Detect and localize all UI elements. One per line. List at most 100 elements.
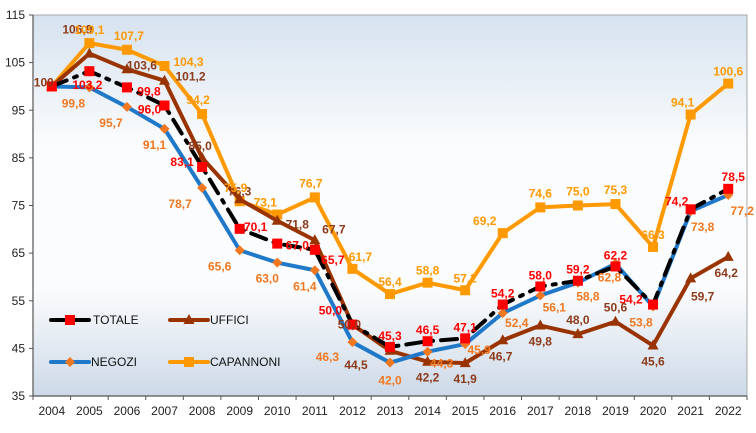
data-point-capannoni	[385, 289, 395, 300]
data-label-totale: 62,2	[604, 248, 628, 262]
data-point-capannoni	[159, 60, 170, 71]
data-point-totale	[497, 299, 508, 310]
data-label-uffici: 85,0	[188, 139, 212, 153]
data-label-negozi: 95,7	[99, 116, 123, 130]
data-label-uffici: 100	[34, 75, 54, 89]
data-label-negozi: 73,8	[691, 220, 715, 234]
series-capannoni	[46, 38, 734, 300]
data-point-uffici	[647, 339, 659, 350]
data-point-uffici	[685, 272, 697, 283]
data-point-totale	[385, 341, 395, 352]
data-label-uffici: 46,7	[489, 349, 513, 363]
legend-marker-capannoni	[184, 357, 194, 367]
data-label-negozi: 62,8	[598, 271, 622, 285]
data-point-totale	[535, 281, 546, 292]
data-label-totale: 96,0	[138, 102, 162, 116]
data-point-totale	[610, 261, 621, 272]
data-label-uffici: 45,6	[641, 355, 665, 369]
legend: TOTALE UFFICI NEGOZI CAPANNONI	[49, 313, 280, 369]
x-tick-label: 2014	[414, 404, 441, 418]
x-tick-label: 2007	[151, 404, 178, 418]
y-tick-label: 55	[12, 294, 26, 308]
legend-label-negozi: NEGOZI	[91, 355, 137, 369]
data-label-capannoni: 66,3	[641, 228, 665, 242]
y-tick-label: 35	[12, 389, 26, 403]
data-point-negozi	[535, 290, 546, 301]
x-tick-label: 2012	[339, 404, 366, 418]
data-label-uffici: 64,2	[715, 266, 739, 280]
data-label-negozi: 45,9	[467, 343, 491, 357]
data-label-capannoni: 75,9	[224, 181, 248, 195]
data-point-negozi	[159, 123, 170, 134]
data-point-uffici	[459, 357, 471, 368]
data-point-uffici	[534, 319, 546, 330]
data-label-negozi: 52,4	[505, 316, 529, 330]
data-label-totale: 58,0	[529, 268, 553, 282]
data-label-negozi: 63,0	[256, 272, 280, 286]
data-label-totale: 45,3	[378, 329, 402, 343]
data-label-totale: 59,2	[566, 263, 590, 277]
x-tick-label: 2015	[452, 404, 479, 418]
data-point-negozi	[197, 182, 208, 193]
data-point-capannoni	[723, 78, 734, 89]
data-label-capannoni: 74,6	[529, 186, 553, 200]
data-label-uffici: 41,9	[453, 372, 477, 386]
data-label-negozi: 46,3	[316, 350, 340, 364]
data-point-capannoni	[309, 192, 320, 203]
y-tick-label: 75	[12, 199, 26, 213]
data-label-capannoni: 75,3	[604, 183, 628, 197]
legend-marker-negozi	[65, 357, 75, 367]
data-label-totale: 65,7	[321, 253, 345, 267]
data-point-negozi	[309, 265, 320, 276]
data-point-totale	[272, 238, 283, 249]
x-tick-label: 2019	[602, 404, 629, 418]
legend-item-capannoni: CAPANNONI	[168, 355, 280, 369]
data-label-negozi: 77,2	[731, 204, 755, 218]
legend-marker-totale	[65, 315, 75, 325]
data-point-negozi	[347, 337, 358, 348]
axes: 35 45 55 65 75 85 95 105 115 2004 2005 2006 2007 2008…	[5, 8, 748, 418]
data-label-totale: 103,2	[72, 78, 102, 92]
data-point-capannoni	[572, 200, 583, 211]
data-point-negozi	[121, 101, 132, 112]
data-label-uffici: 101,2	[176, 70, 206, 84]
data-label-capannoni: 94,2	[186, 93, 210, 107]
data-label-capannoni: 69,2	[473, 214, 497, 228]
data-label-totale: 70,1	[244, 220, 268, 234]
data-label-uffici: 106,9	[62, 23, 92, 37]
data-label-totale: 54,2	[491, 287, 515, 301]
x-tick-label: 2005	[76, 404, 103, 418]
data-point-uffici	[309, 234, 321, 245]
data-point-totale	[309, 244, 320, 255]
data-point-totale	[234, 223, 245, 234]
data-point-negozi	[385, 357, 395, 368]
data-point-capannoni	[422, 277, 433, 288]
x-tick-label: 2013	[377, 404, 404, 418]
data-point-uffici	[572, 328, 584, 339]
data-label-capannoni: 75,0	[566, 185, 590, 199]
data-point-capannoni	[460, 285, 471, 296]
data-label-totale: 47,1	[453, 320, 477, 334]
data-label-negozi: 61,4	[293, 279, 317, 293]
data-label-capannoni: 58,8	[416, 264, 440, 278]
data-point-totale	[159, 100, 170, 111]
data-label-uffici: 76,3	[228, 184, 252, 198]
data-point-negozi	[422, 346, 433, 357]
x-tick-label: 2010	[264, 404, 291, 418]
data-label-capannoni: 109,1	[74, 23, 104, 37]
data-point-totale	[197, 161, 208, 172]
data-label-uffici: 71,8	[286, 218, 310, 232]
data-point-uffici	[234, 193, 246, 204]
data-point-uffici	[497, 334, 509, 345]
data-label-uffici: 44,5	[344, 358, 368, 372]
series-totale	[46, 66, 734, 352]
data-point-negozi	[234, 245, 245, 256]
y-tick-label: 85	[12, 151, 26, 165]
data-label-totale: 74,2	[665, 194, 689, 208]
series-layer	[46, 38, 734, 368]
data-label-negozi: 56,1	[543, 301, 567, 315]
x-tick-label: 2021	[677, 404, 704, 418]
data-label-totale: 83,1	[170, 155, 194, 169]
data-point-totale	[422, 336, 433, 347]
data-label-capannoni: 76,7	[299, 176, 323, 190]
